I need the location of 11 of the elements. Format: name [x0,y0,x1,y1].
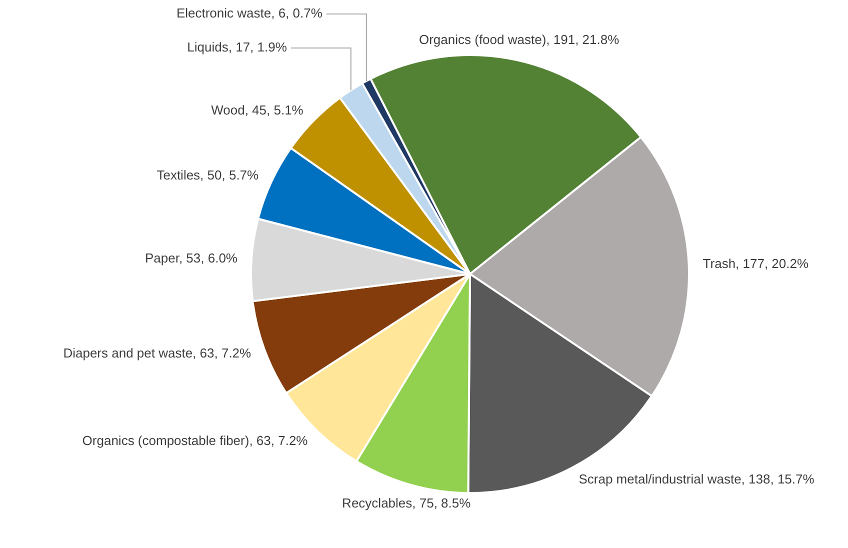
slice-label: Paper, 53, 6.0% [144,250,238,266]
slice-label: Textiles, 50, 5.7% [156,168,260,183]
slice-label: Diapers and pet waste, 63, 7.2% [63,345,252,360]
slice-label: Liquids, 17, 1.9% [187,40,288,55]
slice-label: Recyclables, 75, 8.5% [342,496,472,511]
slice-label: Organics (compostable fiber), 63, 7.2% [82,432,308,448]
slice-label: Trash, 177, 20.2% [702,256,809,271]
slice-label: Scrap metal/industrial waste, 138, 15.7% [578,472,815,487]
slice-label: Electronic waste, 6, 0.7% [176,6,323,21]
slice-label: Wood, 45, 5.1% [211,102,304,118]
slice-label: Organics (food waste), 191, 21.8% [418,32,620,47]
